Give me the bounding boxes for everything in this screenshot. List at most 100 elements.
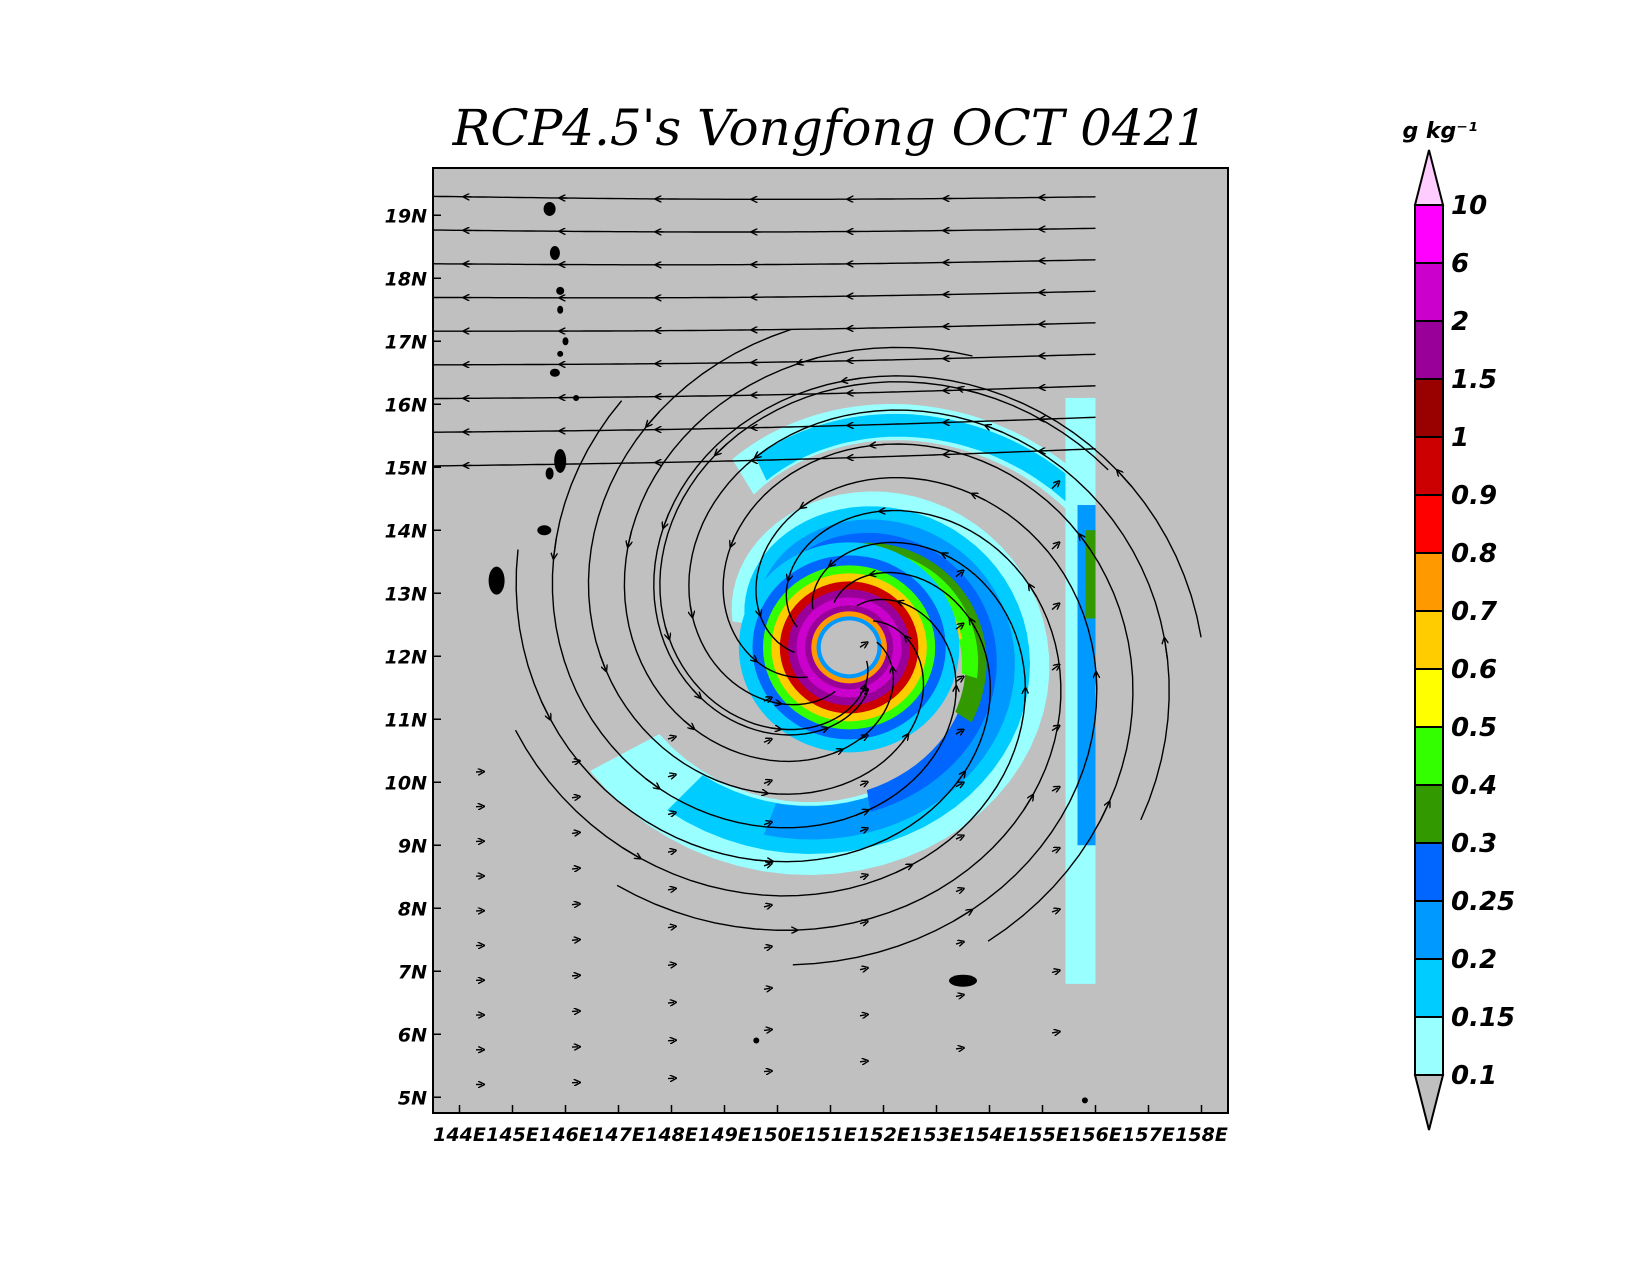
streamline-arrow (974, 495, 986, 501)
colorbar-swatch (1414, 726, 1444, 786)
streamline-arrow (1023, 796, 1032, 811)
streamline-arrow (731, 535, 735, 545)
streamline-arrow (789, 572, 791, 579)
colorbar-label: 0.3 (1451, 829, 1497, 859)
lat-tick-label: 13N (385, 583, 427, 605)
streamline-arrow (802, 500, 811, 506)
streamline-arrow (971, 620, 975, 629)
streamline-arrow (648, 410, 661, 425)
streamline-arrow (758, 607, 760, 614)
island (549, 246, 560, 261)
streamline-arrow (628, 530, 631, 545)
streamline-arrow (667, 927, 674, 928)
streamline (653, 375, 1202, 736)
streamline-arrow (1051, 1032, 1058, 1033)
colorbar-label: 0.4 (1451, 771, 1497, 801)
streamline-arrow (571, 904, 578, 905)
streamline-arrow (763, 947, 770, 948)
streamline-arrow (645, 777, 657, 787)
streamline-arrow (859, 968, 866, 969)
streamline-arrow (859, 643, 866, 647)
island (556, 286, 565, 295)
colorbar-swatch (1414, 668, 1444, 728)
lon-tick-label: 146E (539, 1124, 592, 1146)
lon-tick-label: 150E (751, 1124, 804, 1146)
lat-tick-label: 6N (398, 1024, 427, 1046)
streamline-arrow (763, 781, 770, 783)
lat-tick-label: 15N (385, 457, 427, 479)
colorbar-label: 0.6 (1451, 655, 1497, 685)
streamline-arrow (859, 1061, 866, 1062)
streamline-arrow (750, 656, 755, 660)
streamline-arrow (763, 740, 770, 743)
shading-east-band (1085, 530, 1096, 619)
streamline-arrow (763, 1030, 770, 1031)
island (545, 467, 554, 480)
streamline-arrow (987, 426, 1004, 434)
streamline-arrow (832, 750, 841, 753)
streamline-arrow (540, 700, 549, 718)
colorbar-swatch (1414, 842, 1444, 902)
streamline-arrow (872, 444, 886, 445)
streamline (616, 509, 1062, 931)
streamline-arrow (667, 775, 674, 777)
island (554, 448, 567, 473)
streamline-arrow (831, 561, 836, 565)
lat-tick-label: 14N (385, 520, 427, 542)
streamline-arrow (683, 719, 693, 727)
no-data-region (1095, 168, 1228, 1113)
lat-tick-label: 10N (385, 772, 427, 794)
streamline-arrow (906, 638, 909, 642)
colorbar-swatch (1414, 378, 1444, 438)
lon-tick-label: 147E (592, 1124, 645, 1146)
colorbar-bottom-triangle (1413, 1074, 1445, 1131)
streamline-arrow (665, 626, 668, 637)
streamline-arrow (855, 811, 867, 817)
colorbar-swatch (1414, 436, 1444, 496)
streamline-arrow (753, 791, 766, 793)
streamline (688, 409, 1170, 821)
streamline-arrow (955, 995, 962, 996)
colorbar-swatch (1414, 262, 1444, 322)
streamline-arrow (859, 783, 866, 786)
streamline-arrow (955, 625, 962, 630)
colorbar-label: 1 (1451, 423, 1469, 453)
streamline-arrow (1051, 788, 1058, 791)
island (753, 1037, 760, 1044)
colorbar-swatch (1414, 958, 1444, 1018)
lon-tick-label: 148E (645, 1124, 698, 1146)
lat-tick-label: 5N (398, 1087, 427, 1109)
colorbar-swatch (1414, 552, 1444, 612)
colorbar-swatch (1414, 204, 1444, 264)
streamline-arrow (960, 389, 978, 394)
streamline-arrow (881, 511, 891, 512)
streamline-arrow (901, 736, 907, 743)
map-title: RCP4.5's Vongfong OCT 0421 (452, 99, 1208, 157)
colorbar-top-triangle (1413, 149, 1445, 206)
colorbar-label: 0.9 (1451, 481, 1497, 511)
streamline-arrow (667, 737, 674, 739)
streamline (433, 353, 1096, 366)
lon-tick-label: 153E (910, 1124, 963, 1146)
streamline-arrow (621, 846, 639, 858)
streamline-arrow (571, 761, 578, 762)
lat-tick-label: 7N (398, 961, 427, 983)
streamline-arrow (571, 833, 578, 834)
colorbar-swatch (1414, 494, 1444, 554)
streamline-arrow (1051, 910, 1058, 912)
streamline (433, 448, 1096, 467)
streamline-arrow (799, 357, 818, 363)
colorbar-units: g kg⁻¹ (1402, 119, 1477, 144)
lat-tick-label: 19N (385, 205, 427, 227)
streamline-arrow (757, 447, 768, 457)
streamline-arrow (667, 813, 674, 815)
streamline-arrow (844, 378, 862, 381)
streamline-arrow (667, 964, 674, 965)
latitude-axis: 19N 18N 17N 16N 15N 14N 13N 12N 11N 10N 9N 8N 7N 6N 5N (385, 205, 441, 1109)
streamline-arrow (859, 922, 866, 924)
streamline-arrow (1051, 605, 1058, 611)
island (562, 337, 569, 346)
streamline-arrow (955, 783, 962, 786)
lat-tick-label: 16N (385, 394, 427, 416)
